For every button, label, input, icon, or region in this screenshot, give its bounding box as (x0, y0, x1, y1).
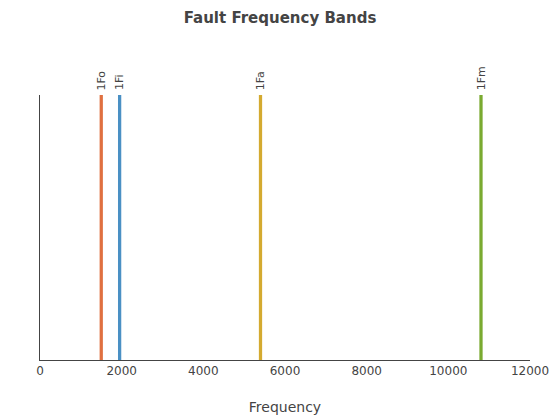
svg-text:Fault Frequency Bands: Fault Frequency Bands (184, 9, 377, 27)
svg-text:1Fa: 1Fa (254, 71, 267, 90)
svg-text:12000: 12000 (511, 364, 549, 378)
svg-text:Frequency: Frequency (249, 399, 321, 415)
svg-text:2000: 2000 (106, 364, 137, 378)
svg-text:1Fi: 1Fi (113, 74, 126, 90)
svg-text:1Fm: 1Fm (475, 66, 488, 90)
svg-text:4000: 4000 (188, 364, 219, 378)
svg-text:8000: 8000 (351, 364, 382, 378)
svg-text:0: 0 (36, 364, 44, 378)
svg-text:6000: 6000 (270, 364, 301, 378)
svg-text:10000: 10000 (429, 364, 467, 378)
svg-text:1Fo: 1Fo (95, 71, 108, 91)
